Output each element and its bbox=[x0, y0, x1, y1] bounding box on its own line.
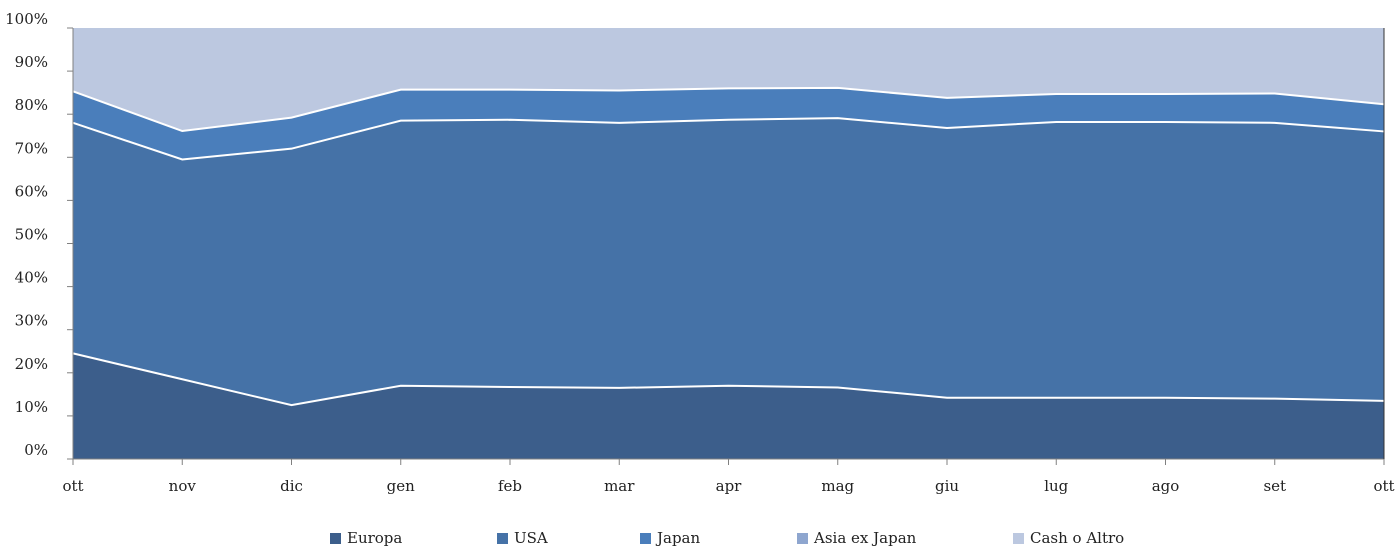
x-tick-label: nov bbox=[169, 477, 197, 495]
x-tick-label: ago bbox=[1152, 477, 1180, 495]
x-tick-label: apr bbox=[716, 477, 743, 495]
x-tick-label: ott bbox=[1373, 477, 1394, 495]
x-tick-label: gen bbox=[387, 477, 415, 495]
legend-label: USA bbox=[514, 529, 548, 547]
legend-swatch bbox=[640, 533, 651, 544]
y-tick-label: 50% bbox=[15, 226, 48, 244]
y-tick-labels: 0% 10% 20% 30% 40% 50% 60% 70% 80% 90% 100% bbox=[5, 10, 48, 459]
legend-swatch bbox=[797, 533, 808, 544]
series-areas bbox=[73, 28, 1384, 459]
y-tick-label: 60% bbox=[15, 182, 48, 200]
y-tick-label: 0% bbox=[24, 441, 48, 459]
x-tick-label: giu bbox=[935, 477, 959, 495]
legend-label: Cash o Altro bbox=[1030, 529, 1124, 547]
legend-label: Japan bbox=[657, 529, 700, 547]
x-tick-label: ott bbox=[62, 477, 83, 495]
x-tick-label: lug bbox=[1044, 477, 1068, 495]
legend-item-usa: USA bbox=[497, 529, 548, 547]
stacked-area-chart: ott nov dic gen feb mar apr mag giu lug ago set ott … bbox=[0, 0, 1397, 529]
legend-label: Europa bbox=[347, 529, 402, 547]
legend-label: Asia ex Japan bbox=[814, 529, 916, 547]
legend-swatch bbox=[1013, 533, 1024, 544]
y-tick-label: 90% bbox=[15, 53, 48, 71]
x-tick-label: set bbox=[1263, 477, 1286, 495]
legend-item-asia-ex-japan: Asia ex Japan bbox=[797, 529, 916, 547]
x-tick-label: feb bbox=[498, 477, 522, 495]
y-tick-label: 70% bbox=[15, 139, 48, 157]
legend-swatch bbox=[497, 533, 508, 544]
legend: Europa USA Japan Asia ex Japan Cash o Altro bbox=[0, 529, 1397, 549]
y-tick-label: 80% bbox=[15, 96, 48, 114]
legend-item-cash-o-altro: Cash o Altro bbox=[1013, 529, 1124, 547]
y-tick-label: 30% bbox=[15, 312, 48, 330]
area-usa bbox=[73, 118, 1384, 405]
legend-item-europa: Europa bbox=[330, 529, 402, 547]
y-tick-label: 100% bbox=[5, 10, 48, 28]
y-tick-label: 20% bbox=[15, 355, 48, 373]
y-tick-label: 10% bbox=[15, 398, 48, 416]
x-tick-label: mar bbox=[604, 477, 635, 495]
x-tick-labels: ott nov dic gen feb mar apr mag giu lug ago set ott bbox=[62, 477, 1394, 495]
legend-item-japan: Japan bbox=[640, 529, 700, 547]
x-tick-label: dic bbox=[280, 477, 303, 495]
y-tick-label: 40% bbox=[15, 269, 48, 287]
legend-swatch bbox=[330, 533, 341, 544]
x-tick-label: mag bbox=[821, 477, 854, 495]
